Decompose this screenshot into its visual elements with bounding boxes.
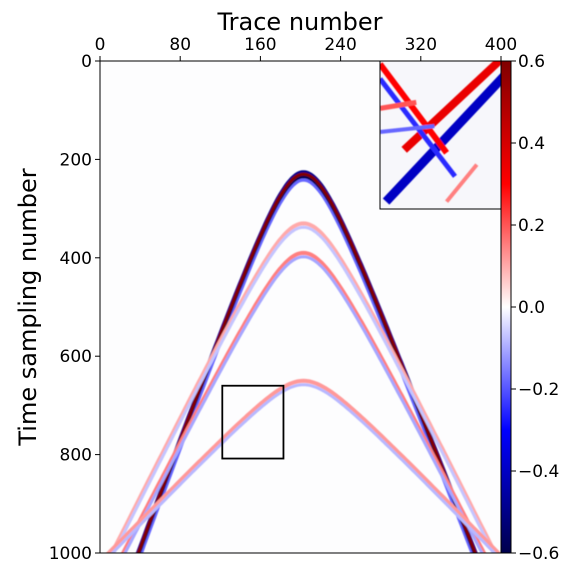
y-tick-label: 1000: [49, 544, 92, 564]
seismic-events: [105, 170, 501, 553]
y-tick-label: 200: [60, 150, 92, 170]
colorbar-tick-label: 0.6: [518, 52, 545, 72]
event-1-red-core: [136, 172, 477, 553]
x-axis-title: Trace number: [217, 8, 383, 36]
colorbar-ticks: 0.6 0.4 0.2 0.0 −0.2 −0.4 −0.6: [511, 52, 559, 564]
event-4-blue: [110, 383, 497, 553]
x-axis-ticks: 0 80 160 240 320 400: [95, 35, 517, 61]
inset-red-horizontal: [380, 99, 417, 111]
x-tick-label: 320: [405, 35, 437, 55]
x-tick-label: 160: [244, 35, 276, 55]
y-tick-label: 0: [81, 52, 92, 72]
x-tick-label: 240: [324, 35, 356, 55]
colorbar-tick-label: −0.6: [518, 544, 559, 564]
x-tick-label: 400: [485, 35, 517, 55]
colorbar-tick-label: 0.0: [518, 298, 545, 318]
y-axis-ticks: 0 200 400 600 800 1000: [49, 52, 100, 564]
x-tick-label: 0: [95, 35, 106, 55]
inset-blue-horizontal: [380, 124, 435, 134]
event-3-red: [120, 250, 487, 553]
zoom-box: [221, 384, 285, 460]
colorbar-tick-label: 0.2: [518, 216, 545, 236]
inset-zoom: [379, 60, 502, 210]
x-tick-label: 80: [169, 35, 191, 55]
inset-red-lower: [445, 163, 479, 203]
event-3-blue: [123, 255, 484, 553]
y-axis-title: Time sampling number: [14, 168, 42, 446]
y-tick-label: 600: [60, 347, 92, 367]
inset-events: [380, 61, 501, 205]
colorbar: [500, 60, 512, 554]
inset-blue-diagonal: [382, 72, 501, 205]
colorbar-tick-label: −0.2: [518, 380, 559, 400]
event-2-blue: [112, 225, 495, 553]
y-tick-label: 400: [60, 249, 92, 269]
event-4-red: [105, 378, 501, 553]
colorbar-tick-label: 0.4: [518, 134, 545, 154]
event-2-red: [109, 221, 498, 553]
colorbar-tick-label: −0.4: [518, 462, 559, 482]
y-tick-label: 800: [60, 446, 92, 466]
inset-red-cross: [380, 62, 450, 155]
